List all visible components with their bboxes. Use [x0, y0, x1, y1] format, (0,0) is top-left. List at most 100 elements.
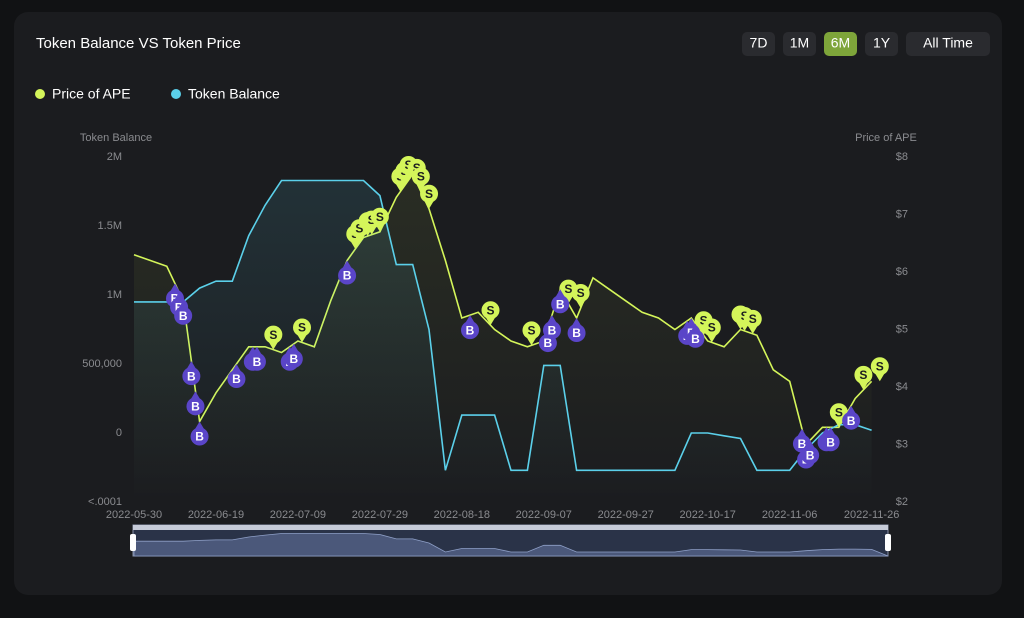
range-button[interactable]: 1Y: [865, 32, 898, 56]
handle-left[interactable]: [130, 534, 136, 551]
buy-marker: B: [182, 361, 201, 386]
pin-head: [264, 325, 283, 344]
pin-label: S: [700, 313, 708, 327]
pin-head: [551, 295, 570, 314]
y2-tick-label: $8: [896, 151, 908, 163]
buy-marker: B: [842, 405, 861, 430]
pin-label: B: [171, 292, 180, 306]
pin-head: [821, 433, 840, 452]
range-button[interactable]: All Time: [906, 32, 990, 56]
series-line: [134, 179, 872, 472]
pin-head: [842, 411, 861, 430]
pin-head: [190, 427, 209, 446]
pin-label: B: [232, 372, 241, 386]
sell-marker: S: [293, 318, 312, 343]
button-bg: [783, 32, 816, 56]
area: [134, 180, 872, 502]
pin-head: [293, 318, 312, 337]
pin-head: [338, 266, 357, 285]
pin-head: [571, 283, 590, 302]
range-button[interactable]: 7D: [742, 32, 775, 56]
sell-marker: S: [571, 283, 590, 308]
sell-marker: S: [264, 325, 283, 350]
pin-label: S: [835, 405, 843, 419]
navigator-area: [133, 533, 889, 557]
pin-label: S: [425, 187, 433, 201]
y-tick-label: <.0001: [88, 496, 122, 508]
pin-label: S: [269, 328, 277, 342]
pin-head: [481, 301, 500, 320]
pin-head: [182, 367, 201, 386]
buy-marker: B: [686, 323, 705, 348]
pin-label: B: [466, 323, 475, 337]
pin-head: [686, 329, 705, 348]
buy-marker: B: [801, 440, 820, 465]
buy-marker: B: [284, 343, 303, 368]
buy-marker: B: [174, 300, 193, 325]
button-label: 7D: [750, 35, 768, 51]
pin-label: S: [413, 161, 421, 175]
pin-label: B: [253, 355, 262, 369]
pin-head: [370, 207, 389, 226]
y-tick-label: 1M: [107, 289, 122, 301]
button-bg: [742, 32, 775, 56]
pin-label: B: [544, 336, 553, 350]
x-tick-label: 2022-09-27: [598, 509, 654, 521]
pin-label: B: [289, 352, 298, 366]
buy-marker: B: [227, 364, 246, 388]
range-button[interactable]: 6M: [824, 32, 857, 56]
sell-marker: S: [743, 309, 762, 334]
y2-tick-label: $4: [896, 381, 908, 393]
pin-label: B: [343, 269, 352, 283]
pin-label: S: [708, 321, 716, 335]
y-axis-title: Token Balance: [80, 132, 152, 144]
pin-label: S: [564, 282, 572, 296]
pin-head: [284, 349, 303, 368]
pin-label: S: [577, 286, 585, 300]
pin-label: S: [527, 323, 535, 337]
pin-label: B: [195, 430, 204, 444]
pin-label: B: [847, 414, 856, 428]
x-tick-label: 2022-08-18: [434, 509, 490, 521]
legend: Price of APE Token Balance: [35, 86, 280, 102]
sell-marker: S: [870, 357, 889, 382]
pin-head: [743, 309, 762, 328]
pin-head: [174, 306, 193, 325]
buy-marker: B: [190, 421, 209, 446]
y2-tick-label: $6: [896, 266, 908, 278]
pin-head: [542, 321, 561, 340]
x-tick-label: 2022-09-07: [516, 509, 572, 521]
chart-title: Token Balance VS Token Price: [36, 35, 241, 52]
handle-right[interactable]: [885, 534, 891, 551]
x-tick-label: 2022-06-19: [188, 509, 244, 521]
button-bg: [824, 32, 857, 56]
y-tick-label: 1.5M: [98, 220, 122, 232]
pin-label: S: [417, 170, 425, 184]
pin-head: [461, 321, 480, 340]
x-tick-label: 2022-07-29: [352, 509, 408, 521]
button-label: All Time: [923, 35, 973, 51]
x-tick-label: 2022-05-30: [106, 509, 162, 521]
legend-dot: [171, 89, 181, 99]
pin-label: B: [548, 323, 557, 337]
y-tick-label: 2M: [107, 151, 122, 163]
buy-marker: B: [461, 315, 480, 340]
buy-marker: B: [338, 260, 357, 285]
pin-head: [522, 321, 541, 340]
pin-label: B: [691, 332, 700, 346]
pin-head: [702, 318, 721, 337]
x-tick-label: 2022-11-06: [762, 509, 817, 521]
pin-label: B: [556, 297, 565, 311]
sell-marker: S: [854, 365, 873, 390]
pin-label: B: [191, 399, 200, 413]
pin-head: [567, 324, 586, 342]
range-button[interactable]: 1M: [783, 32, 816, 56]
pin-label: B: [179, 309, 188, 323]
x-tick-label: 2022-07-09: [270, 509, 326, 521]
button-bg: [906, 32, 990, 56]
y-tick-label: 500,000: [82, 358, 122, 370]
y-tick-label: 0: [116, 427, 122, 439]
pin-label: S: [487, 303, 495, 317]
button-label: 1M: [790, 35, 809, 51]
pin-label: B: [175, 300, 184, 314]
